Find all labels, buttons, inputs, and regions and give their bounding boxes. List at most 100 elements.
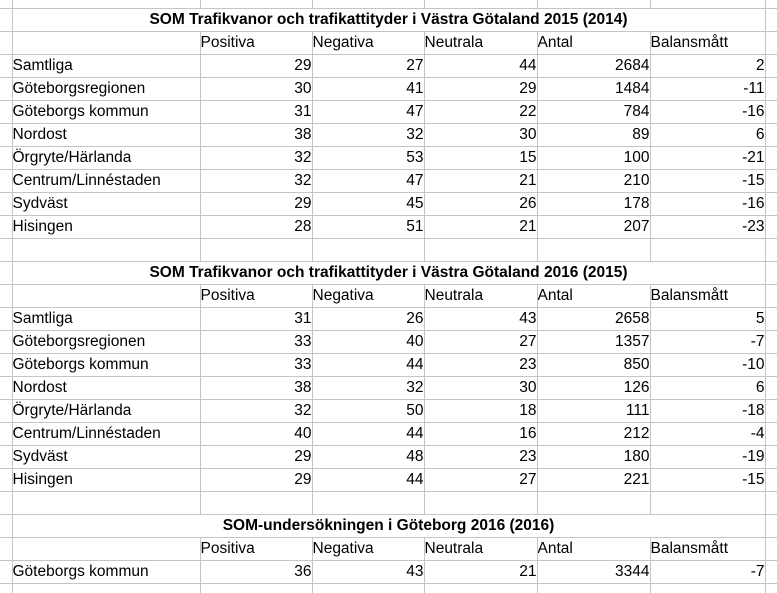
value-cell[interactable]: 36 [200, 560, 313, 584]
value-cell[interactable]: 33 [200, 330, 313, 354]
value-cell[interactable]: 126 [537, 376, 651, 400]
row-label-cell[interactable]: Göteborgsregionen [12, 330, 201, 354]
column-header-cell[interactable]: Neutrala [424, 31, 538, 55]
value-cell[interactable]: 26 [424, 192, 538, 216]
column-header-cell[interactable]: Neutrala [424, 284, 538, 308]
value-cell[interactable]: 32 [200, 399, 313, 423]
row-label-cell[interactable]: Hisingen [12, 468, 201, 492]
value-cell[interactable]: 33 [200, 353, 313, 377]
value-cell[interactable]: 27 [424, 330, 538, 354]
value-cell[interactable]: 32 [312, 123, 425, 147]
value-cell[interactable]: -15 [650, 169, 766, 193]
value-cell[interactable]: 29 [200, 445, 313, 469]
value-cell[interactable]: 22 [424, 100, 538, 124]
row-label-cell[interactable]: Samtliga [12, 54, 201, 78]
header-blank-cell[interactable] [12, 31, 201, 55]
value-cell[interactable]: 44 [424, 54, 538, 78]
row-label-cell[interactable]: Örgryte/Härlanda [12, 399, 201, 423]
value-cell[interactable]: 6 [650, 123, 766, 147]
value-cell[interactable]: 16 [424, 422, 538, 446]
value-cell[interactable]: 43 [424, 307, 538, 331]
row-label-cell[interactable]: Nordost [12, 376, 201, 400]
value-cell[interactable]: 32 [200, 146, 313, 170]
column-header-cell[interactable]: Negativa [312, 537, 425, 561]
value-cell[interactable]: 5 [650, 307, 766, 331]
row-label-cell[interactable]: Centrum/Linnéstaden [12, 169, 201, 193]
value-cell[interactable]: 1357 [537, 330, 651, 354]
column-header-cell[interactable]: Antal [537, 284, 651, 308]
value-cell[interactable]: 207 [537, 215, 651, 239]
value-cell[interactable]: 30 [424, 123, 538, 147]
value-cell[interactable]: 43 [312, 560, 425, 584]
value-cell[interactable]: -11 [650, 77, 766, 101]
value-cell[interactable]: 180 [537, 445, 651, 469]
value-cell[interactable]: -7 [650, 560, 766, 584]
header-blank-cell[interactable] [12, 284, 201, 308]
value-cell[interactable]: 41 [312, 77, 425, 101]
value-cell[interactable]: 3344 [537, 560, 651, 584]
value-cell[interactable]: 44 [312, 353, 425, 377]
table-title-cell[interactable]: SOM Trafikvanor och trafikattityder i Vä… [12, 261, 766, 285]
value-cell[interactable]: 29 [200, 54, 313, 78]
value-cell[interactable]: -19 [650, 445, 766, 469]
value-cell[interactable]: 51 [312, 215, 425, 239]
column-header-cell[interactable]: Antal [537, 537, 651, 561]
row-label-cell[interactable]: Örgryte/Härlanda [12, 146, 201, 170]
value-cell[interactable]: 29 [200, 192, 313, 216]
value-cell[interactable]: 850 [537, 353, 651, 377]
value-cell[interactable]: 210 [537, 169, 651, 193]
row-label-cell[interactable]: Göteborgsregionen [12, 77, 201, 101]
value-cell[interactable]: 30 [424, 376, 538, 400]
column-header-cell[interactable]: Positiva [200, 284, 313, 308]
value-cell[interactable]: 32 [200, 169, 313, 193]
value-cell[interactable]: -16 [650, 100, 766, 124]
value-cell[interactable]: 44 [312, 422, 425, 446]
column-header-cell[interactable]: Neutrala [424, 537, 538, 561]
value-cell[interactable]: 100 [537, 146, 651, 170]
value-cell[interactable]: -16 [650, 192, 766, 216]
value-cell[interactable]: 23 [424, 445, 538, 469]
row-label-cell[interactable]: Göteborgs kommun [12, 100, 201, 124]
value-cell[interactable]: 21 [424, 215, 538, 239]
value-cell[interactable]: 47 [312, 100, 425, 124]
row-label-cell[interactable]: Sydväst [12, 445, 201, 469]
value-cell[interactable]: 6 [650, 376, 766, 400]
value-cell[interactable]: 21 [424, 560, 538, 584]
value-cell[interactable]: 31 [200, 307, 313, 331]
value-cell[interactable]: 40 [312, 330, 425, 354]
value-cell[interactable]: 212 [537, 422, 651, 446]
value-cell[interactable]: 29 [424, 77, 538, 101]
value-cell[interactable]: -21 [650, 146, 766, 170]
value-cell[interactable]: 29 [200, 468, 313, 492]
column-header-cell[interactable]: Balansmått [650, 537, 766, 561]
value-cell[interactable]: 21 [424, 169, 538, 193]
value-cell[interactable]: 89 [537, 123, 651, 147]
value-cell[interactable]: 178 [537, 192, 651, 216]
value-cell[interactable]: 221 [537, 468, 651, 492]
table-title-cell[interactable]: SOM Trafikvanor och trafikattityder i Vä… [12, 8, 766, 32]
row-label-cell[interactable]: Centrum/Linnéstaden [12, 422, 201, 446]
table-title-cell[interactable]: SOM-undersökningen i Göteborg 2016 (2016… [12, 514, 766, 538]
value-cell[interactable]: 50 [312, 399, 425, 423]
column-header-cell[interactable]: Negativa [312, 284, 425, 308]
value-cell[interactable]: 48 [312, 445, 425, 469]
column-header-cell[interactable]: Balansmått [650, 284, 766, 308]
value-cell[interactable]: 53 [312, 146, 425, 170]
value-cell[interactable]: 30 [200, 77, 313, 101]
value-cell[interactable]: 32 [312, 376, 425, 400]
row-label-cell[interactable]: Göteborgs kommun [12, 560, 201, 584]
value-cell[interactable]: 26 [312, 307, 425, 331]
value-cell[interactable]: 47 [312, 169, 425, 193]
value-cell[interactable]: 45 [312, 192, 425, 216]
value-cell[interactable]: 44 [312, 468, 425, 492]
value-cell[interactable]: -23 [650, 215, 766, 239]
row-label-cell[interactable]: Göteborgs kommun [12, 353, 201, 377]
value-cell[interactable]: 784 [537, 100, 651, 124]
value-cell[interactable]: 38 [200, 123, 313, 147]
value-cell[interactable]: 2684 [537, 54, 651, 78]
column-header-cell[interactable]: Positiva [200, 31, 313, 55]
value-cell[interactable]: 23 [424, 353, 538, 377]
value-cell[interactable]: 111 [537, 399, 651, 423]
value-cell[interactable]: -4 [650, 422, 766, 446]
header-blank-cell[interactable] [12, 537, 201, 561]
